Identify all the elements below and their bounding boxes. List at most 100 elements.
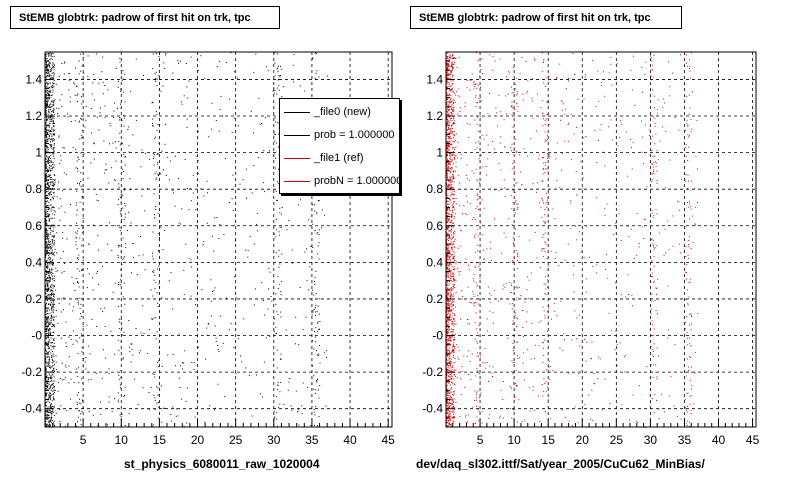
data-point <box>449 253 451 255</box>
data-point <box>593 383 595 384</box>
data-point <box>455 147 457 148</box>
data-point <box>50 303 52 305</box>
data-point <box>449 339 451 341</box>
data-point <box>123 331 125 333</box>
data-point <box>465 414 467 416</box>
data-point <box>446 328 448 330</box>
data-point <box>48 322 50 324</box>
data-point <box>585 360 587 362</box>
data-point <box>75 231 77 233</box>
data-point <box>51 263 53 265</box>
data-point <box>476 399 478 401</box>
data-point <box>324 352 326 354</box>
data-point <box>49 332 51 334</box>
data-point <box>139 350 141 352</box>
data-point <box>319 328 320 330</box>
data-point <box>453 106 455 108</box>
data-point <box>51 415 52 417</box>
data-point <box>47 65 48 67</box>
data-point <box>646 366 648 367</box>
data-point <box>50 337 52 339</box>
data-point <box>529 410 531 412</box>
data-point <box>79 402 81 404</box>
data-point <box>317 355 319 356</box>
data-point <box>627 274 629 276</box>
data-point <box>584 76 586 78</box>
data-point <box>54 324 56 326</box>
data-point <box>52 346 54 348</box>
data-point <box>446 401 448 403</box>
data-point <box>226 297 227 299</box>
data-point <box>48 171 49 172</box>
data-point <box>312 289 314 291</box>
data-point <box>53 243 55 245</box>
data-point <box>144 210 146 212</box>
data-point <box>449 416 451 417</box>
data-point <box>50 293 52 295</box>
data-point <box>465 174 467 176</box>
data-point <box>45 167 47 168</box>
data-point <box>49 277 51 279</box>
data-point <box>253 243 255 245</box>
data-point <box>451 310 453 311</box>
data-point <box>511 150 512 152</box>
data-point <box>155 136 157 138</box>
data-point <box>45 150 47 152</box>
data-point <box>477 332 479 334</box>
data-point <box>461 371 463 372</box>
data-point <box>448 137 450 139</box>
data-point <box>447 425 449 427</box>
data-point <box>447 248 449 250</box>
data-point <box>278 89 280 91</box>
data-point <box>115 67 117 69</box>
data-point <box>449 412 451 414</box>
data-point <box>104 326 106 327</box>
data-point <box>149 158 151 160</box>
data-point <box>450 199 451 201</box>
data-point <box>486 362 488 363</box>
data-point <box>278 255 279 257</box>
data-point <box>79 182 80 184</box>
data-point <box>45 355 47 357</box>
data-point <box>48 174 50 176</box>
data-point <box>313 409 315 411</box>
data-point <box>80 316 82 317</box>
data-point <box>446 369 448 371</box>
data-point <box>157 417 159 419</box>
data-point <box>155 171 157 173</box>
data-point <box>448 411 450 412</box>
data-point <box>53 332 55 334</box>
data-point <box>502 284 504 286</box>
data-point <box>49 420 51 422</box>
data-point <box>53 174 55 176</box>
data-point <box>50 318 52 320</box>
data-point <box>53 133 55 135</box>
data-point <box>446 219 448 221</box>
data-point <box>46 181 48 183</box>
data-point <box>449 259 451 261</box>
data-point <box>449 100 451 102</box>
data-point <box>508 218 510 220</box>
data-point <box>630 69 632 71</box>
data-point <box>46 413 48 415</box>
data-point <box>451 335 453 337</box>
data-point <box>48 297 50 299</box>
data-point <box>79 270 81 272</box>
data-point <box>186 387 188 389</box>
data-point <box>45 422 47 424</box>
data-point <box>317 200 319 202</box>
data-point <box>523 148 525 150</box>
data-point <box>448 162 450 164</box>
data-point <box>665 252 667 254</box>
data-point <box>450 230 452 232</box>
data-point <box>585 136 587 137</box>
data-point <box>449 269 450 271</box>
data-point <box>140 332 142 334</box>
data-point <box>104 85 106 86</box>
data-point <box>87 75 89 77</box>
data-point <box>542 234 544 236</box>
data-point <box>453 194 455 196</box>
data-point <box>447 415 449 417</box>
data-point <box>479 75 480 77</box>
data-point <box>77 230 79 232</box>
